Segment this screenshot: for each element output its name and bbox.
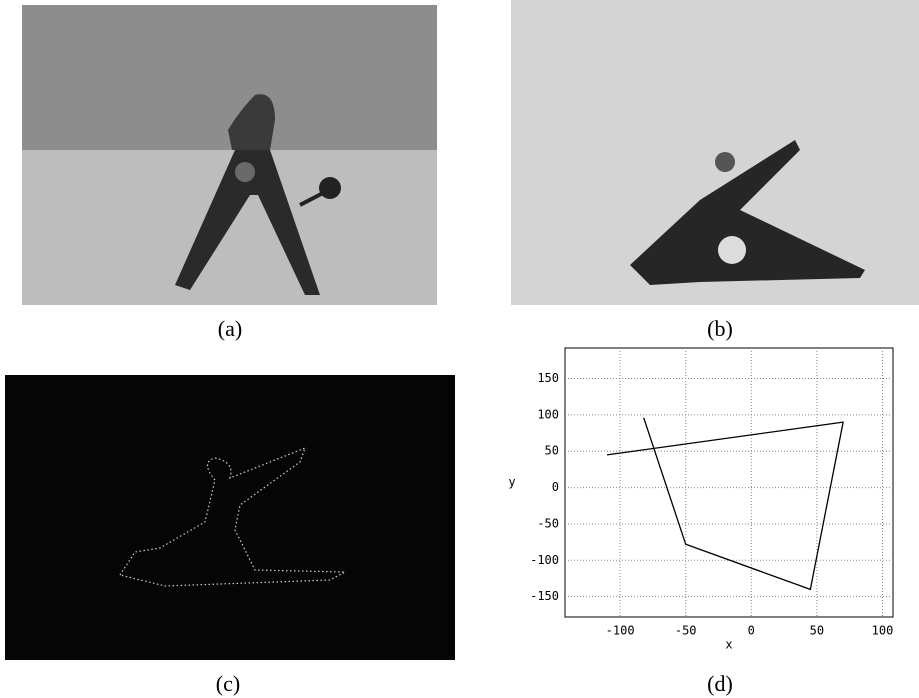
caption: (b) xyxy=(707,316,733,341)
y-tick-label: 150 xyxy=(537,371,559,385)
caption: (d) xyxy=(707,671,733,696)
chart: -150 -100 -50 0 50 100 150 -100 -50 0 50 100 x y xyxy=(508,348,893,652)
y-axis-label: y xyxy=(508,475,515,489)
y-tick-label: -100 xyxy=(530,553,559,567)
photo-b xyxy=(511,0,919,305)
y-tick-label: -150 xyxy=(530,589,559,603)
data-line xyxy=(607,418,843,590)
x-tick-label: 50 xyxy=(810,624,824,638)
figure: (a) (b) (c) (d) -150 -100 -50 0 50 100 150 -100… xyxy=(0,0,919,698)
x-tick-label: 0 xyxy=(748,624,755,638)
x-tick-label: -100 xyxy=(606,624,635,638)
caption: (c) xyxy=(216,671,240,696)
x-axis-label: x xyxy=(725,638,732,652)
plot-frame xyxy=(565,348,893,617)
x-tick-label: -50 xyxy=(675,624,697,638)
y-tick-label: 50 xyxy=(545,444,559,458)
photo-c xyxy=(5,375,455,660)
photo-a xyxy=(22,5,437,305)
y-tick-label: 0 xyxy=(552,480,559,494)
caption: (a) xyxy=(218,316,242,341)
y-tick-label: 100 xyxy=(537,407,559,421)
x-tick-label: 100 xyxy=(872,624,894,638)
y-tick-label: -50 xyxy=(537,516,559,530)
